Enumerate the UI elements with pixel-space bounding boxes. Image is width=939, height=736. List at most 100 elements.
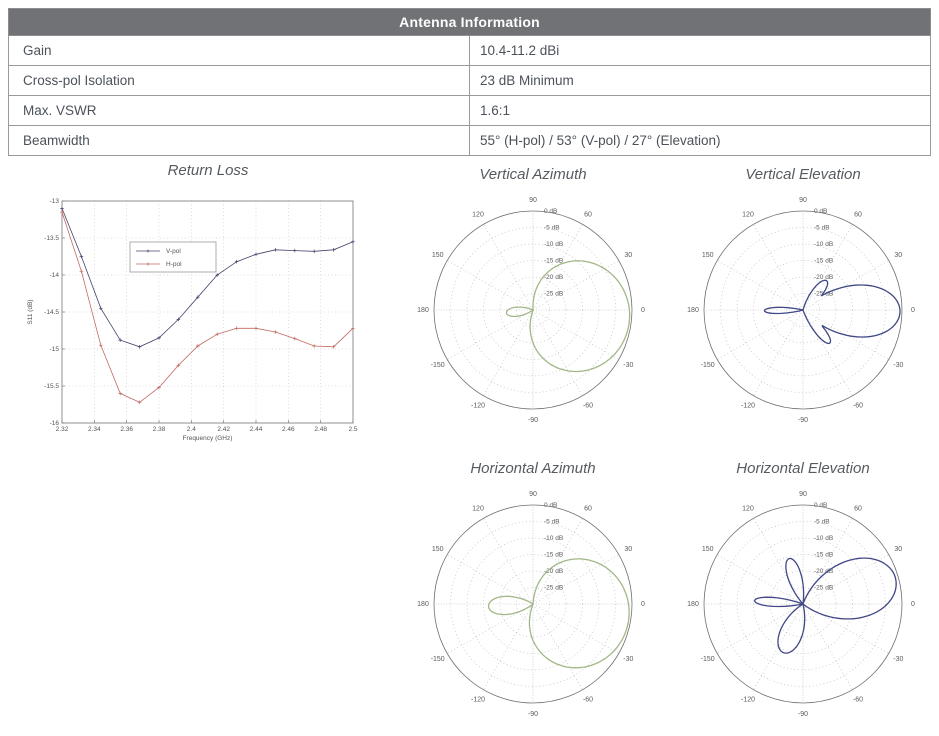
svg-text:180: 180	[687, 601, 699, 608]
svg-text:150: 150	[702, 252, 714, 259]
svg-text:120: 120	[472, 212, 484, 219]
svg-text:-13: -13	[50, 198, 60, 205]
svg-text:-30: -30	[623, 362, 633, 369]
svg-text:-15 dB: -15 dB	[544, 552, 563, 559]
svg-text:-60: -60	[583, 402, 593, 409]
svg-text:-15 dB: -15 dB	[814, 552, 833, 559]
vertical-elevation-figure: Vertical Elevation 0 30 60 90 120 150 180 -150 -…	[678, 164, 928, 441]
svg-text:0 dB: 0 dB	[544, 208, 557, 215]
table-row: Cross-pol Isolation 23 dB Minimum	[8, 65, 931, 96]
svg-text:-5 dB: -5 dB	[814, 225, 830, 232]
svg-text:30: 30	[894, 252, 902, 259]
polar-grid: 0 30 60 90 120 150 180 -150 -120 -90 -60 -30 0 dB -5 …	[417, 197, 645, 424]
svg-text:180: 180	[417, 601, 429, 608]
table-row: Gain 10.4-11.2 dBi	[8, 35, 931, 66]
svg-text:90: 90	[799, 491, 807, 498]
svg-text:-120: -120	[471, 402, 485, 409]
return-loss-figure: Return Loss 2.32 2.34 2.36 2.38 2.4 2.42 2.44 2…	[18, 160, 398, 457]
svg-text:30: 30	[624, 252, 632, 259]
horizontal-azimuth-chart: 0 30 60 90 120 150 180 -150 -120 -90 -60 -30 0 dB -5 …	[417, 491, 645, 718]
svg-text:-90: -90	[528, 711, 538, 718]
svg-text:-20 dB: -20 dB	[544, 568, 563, 575]
svg-text:-15 dB: -15 dB	[814, 258, 833, 265]
spec-label-vswr: Max. VSWR	[8, 95, 470, 126]
svg-text:-15.5: -15.5	[44, 383, 59, 390]
svg-text:120: 120	[472, 506, 484, 513]
spec-label-gain: Gain	[8, 35, 470, 66]
svg-text:-15 dB: -15 dB	[544, 258, 563, 265]
svg-text:150: 150	[432, 252, 444, 259]
x-axis-label: Frequency (GHz)	[183, 435, 233, 442]
vertical-azimuth-figure: Vertical Azimuth 0 30 60 90 120 150 180 -150 -12…	[408, 164, 658, 441]
svg-text:90: 90	[799, 197, 807, 204]
svg-text:-30: -30	[893, 362, 903, 369]
svg-text:0 dB: 0 dB	[544, 502, 557, 509]
svg-text:-90: -90	[798, 417, 808, 424]
svg-text:-20 dB: -20 dB	[814, 568, 833, 575]
svg-text:30: 30	[894, 546, 902, 553]
svg-text:150: 150	[432, 546, 444, 553]
svg-text:0: 0	[911, 307, 915, 314]
svg-text:-150: -150	[431, 362, 445, 369]
svg-text:2.34: 2.34	[88, 426, 101, 433]
vertical-elevation-title: Vertical Elevation	[745, 166, 861, 183]
svg-text:0: 0	[911, 601, 915, 608]
svg-text:2.46: 2.46	[282, 426, 295, 433]
svg-text:60: 60	[854, 506, 862, 513]
pattern-curve	[763, 279, 901, 345]
svg-text:-25 dB: -25 dB	[544, 291, 563, 298]
svg-text:0: 0	[641, 601, 645, 608]
svg-text:-150: -150	[431, 656, 445, 663]
svg-text:60: 60	[854, 212, 862, 219]
svg-text:-10 dB: -10 dB	[814, 535, 833, 542]
spec-label-beamwidth: Beamwidth	[8, 125, 470, 156]
horizontal-elevation-chart: 0 30 60 90 120 150 180 -150 -120 -90 -60 -30 0 dB -5 …	[687, 491, 915, 718]
svg-text:-120: -120	[741, 696, 755, 703]
svg-text:150: 150	[702, 546, 714, 553]
pattern-curve	[754, 557, 897, 654]
horizontal-azimuth-title: Horizontal Azimuth	[470, 460, 596, 477]
return-loss-title: Return Loss	[167, 162, 249, 179]
svg-text:90: 90	[529, 197, 537, 204]
antenna-info-table: Antenna Information Gain 10.4-11.2 dBi C…	[8, 8, 931, 156]
svg-text:-60: -60	[853, 696, 863, 703]
svg-text:2.42: 2.42	[217, 426, 230, 433]
axes-grid: 2.32 2.34 2.36 2.38 2.4 2.42 2.44 2.46 2.48 2.5 -1…	[27, 198, 358, 442]
svg-text:-25 dB: -25 dB	[544, 585, 563, 592]
svg-text:2.48: 2.48	[314, 426, 327, 433]
svg-text:2.44: 2.44	[250, 426, 263, 433]
spec-value-gain: 10.4-11.2 dBi	[469, 35, 931, 66]
svg-text:-13.5: -13.5	[44, 235, 59, 242]
pattern-curve	[505, 260, 631, 373]
svg-text:0: 0	[641, 307, 645, 314]
svg-text:-10 dB: -10 dB	[814, 241, 833, 248]
svg-text:2.4: 2.4	[187, 426, 196, 433]
svg-text:-90: -90	[798, 711, 808, 718]
svg-text:-14.5: -14.5	[44, 309, 59, 316]
svg-text:-60: -60	[583, 696, 593, 703]
svg-text:180: 180	[687, 307, 699, 314]
svg-text:-14: -14	[50, 272, 60, 279]
spec-value-cross-pol: 23 dB Minimum	[469, 65, 931, 96]
svg-text:-120: -120	[741, 402, 755, 409]
svg-text:120: 120	[742, 506, 754, 513]
v-pol-line	[61, 208, 354, 348]
vertical-azimuth-chart: 0 30 60 90 120 150 180 -150 -120 -90 -60 -30 0 dB -5 …	[417, 197, 645, 424]
svg-text:2.5: 2.5	[348, 426, 357, 433]
svg-text:-150: -150	[701, 656, 715, 663]
svg-text:-20 dB: -20 dB	[544, 274, 563, 281]
svg-text:-25 dB: -25 dB	[814, 585, 833, 592]
svg-text:-5 dB: -5 dB	[544, 225, 560, 232]
svg-text:180: 180	[417, 307, 429, 314]
spec-value-vswr: 1.6:1	[469, 95, 931, 126]
spec-value-beamwidth: 55° (H-pol) / 53° (V-pol) / 27° (Elevati…	[469, 125, 931, 156]
svg-text:-5 dB: -5 dB	[814, 519, 830, 526]
y-axis-label: S11 (dB)	[27, 299, 34, 324]
svg-text:-20 dB: -20 dB	[814, 274, 833, 281]
svg-text:90: 90	[529, 491, 537, 498]
svg-text:-90: -90	[528, 417, 538, 424]
svg-text:-120: -120	[471, 696, 485, 703]
table-header-row: Antenna Information	[8, 8, 931, 36]
svg-text:-150: -150	[701, 362, 715, 369]
table-row: Beamwidth 55° (H-pol) / 53° (V-pol) / 27…	[8, 125, 931, 156]
